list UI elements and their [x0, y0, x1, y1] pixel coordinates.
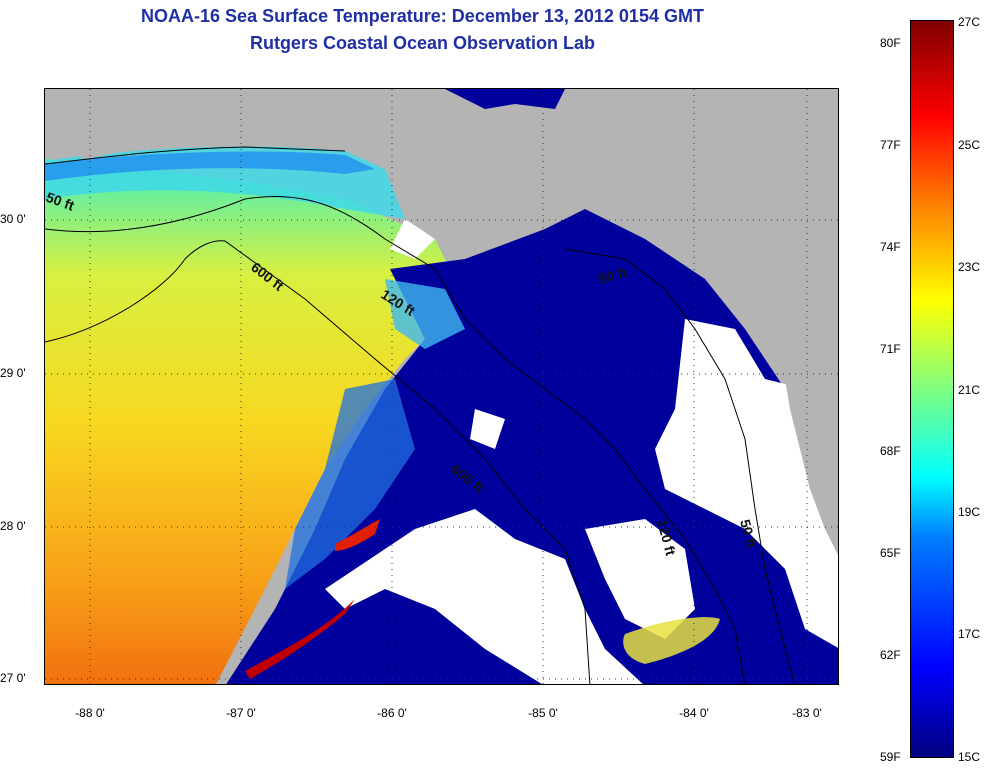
colorbar-f-label: 65F — [880, 546, 901, 560]
colorbar-c-label: 25C — [958, 138, 981, 152]
sst-map[interactable]: 50 ft 600 ft 120 ft 50 ft 600 ft 120 ft … — [44, 88, 839, 685]
colorbar-f-label: 80F — [880, 36, 901, 50]
colorbar-c-label: 19C — [958, 505, 981, 519]
lon-tick-label: -85 0' — [528, 706, 558, 720]
colorbar-c-label: 17C — [958, 627, 981, 641]
sst-map-graphic: 50 ft 600 ft 120 ft 50 ft 600 ft 120 ft … — [45, 89, 838, 684]
colorbar-f-label: 77F — [880, 138, 901, 152]
lon-tick-label: -86 0' — [377, 706, 407, 720]
lat-tick-label: 27 0' — [0, 671, 26, 685]
temperature-colorbar — [910, 20, 954, 758]
contour-600ft — [45, 240, 591, 684]
map-title: NOAA-16 Sea Surface Temperature: Decembe… — [141, 6, 704, 26]
colorbar-c-label: 23C — [958, 260, 981, 274]
lon-tick-label: -83 0' — [792, 706, 822, 720]
contour-50ft — [564, 248, 795, 684]
contour-120ft — [45, 195, 746, 684]
lon-tick-label: -88 0' — [75, 706, 105, 720]
lon-tick-label: -87 0' — [226, 706, 256, 720]
colorbar-c-label: 27C — [958, 15, 981, 29]
colorbar-f-label: 74F — [880, 240, 901, 254]
colorbar-f-label: 71F — [880, 342, 901, 356]
map-subtitle: Rutgers Coastal Ocean Observation Lab — [249, 33, 596, 53]
lat-tick-label: 28 0' — [0, 519, 26, 533]
colorbar-c-label: 15C — [958, 750, 981, 764]
colorbar-f-label: 68F — [880, 444, 901, 458]
lat-tick-label: 30 0' — [0, 212, 26, 226]
contour-label: 50 ft — [597, 264, 629, 287]
contour-label: 50 ft — [737, 518, 760, 550]
lat-tick-label: 29 0' — [0, 366, 26, 380]
colorbar-f-label: 62F — [880, 648, 901, 662]
warm-water-region — [45, 159, 465, 684]
hot-streak — [245, 599, 355, 679]
grid-lines — [45, 89, 838, 684]
colorbar-c-label: 21C — [958, 383, 981, 397]
colorbar-f-label: 59F — [880, 750, 901, 764]
land-mass — [45, 89, 838, 555]
lon-tick-label: -84 0' — [679, 706, 709, 720]
